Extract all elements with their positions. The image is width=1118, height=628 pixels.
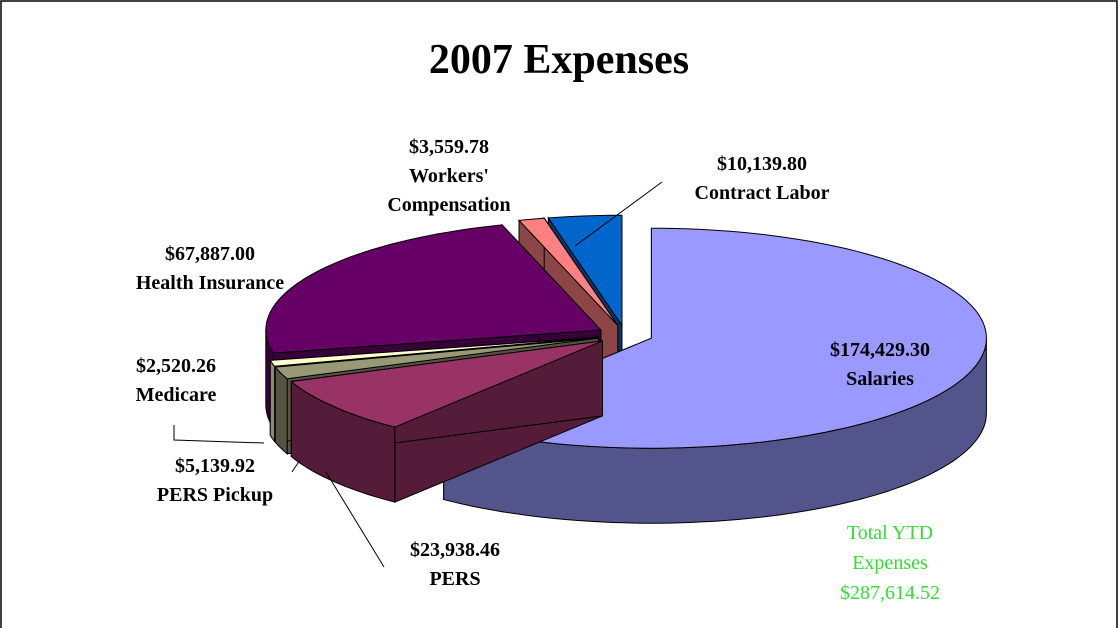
data-label: $3,559.78 Workers' Compensation <box>359 133 539 220</box>
leader-lines <box>173 181 663 568</box>
leader-line <box>574 181 663 247</box>
value-label: $2,520.26 <box>136 355 216 377</box>
category-label: PERS Pickup <box>156 484 274 506</box>
value-label: $67,887.00 <box>165 243 255 265</box>
slice <box>265 224 602 354</box>
leader-line <box>325 471 385 568</box>
value-label: $5,139.92 <box>175 455 255 477</box>
slice <box>290 340 603 428</box>
chart-title: 2007 Expenses <box>428 37 690 83</box>
category-label: Workers' Compensation <box>387 165 511 216</box>
data-label: $67,887.00 Health Insurance <box>110 240 310 298</box>
slice <box>274 337 599 380</box>
value-label: $10,139.80 <box>717 153 807 175</box>
value-label: $23,938.46 <box>410 539 500 561</box>
slice-wall <box>274 365 288 455</box>
category-label: PERS <box>429 568 481 590</box>
annotation: Total YTD Expenses $287,614.52 <box>840 522 940 604</box>
category-label: Salaries <box>846 368 914 390</box>
slice <box>517 217 619 326</box>
leader-line <box>173 425 265 444</box>
data-label: $10,139.80 Contract Labor <box>652 150 872 208</box>
category-label: Medicare <box>135 384 217 406</box>
data-label: $2,520.26 Medicare <box>76 352 276 410</box>
category-label: Contract Labor <box>694 182 830 204</box>
leader-line <box>291 459 301 473</box>
pie <box>265 214 987 524</box>
data-label: $5,139.92 PERS Pickup <box>115 452 315 510</box>
slice <box>269 336 598 367</box>
data-label: $174,429.30 Salaries <box>780 336 980 394</box>
value-label: $174,429.30 <box>830 339 930 361</box>
category-label: Health Insurance <box>135 272 285 294</box>
value-label: $3,559.78 <box>409 136 489 158</box>
data-label: $23,938.46 PERS <box>355 536 555 594</box>
